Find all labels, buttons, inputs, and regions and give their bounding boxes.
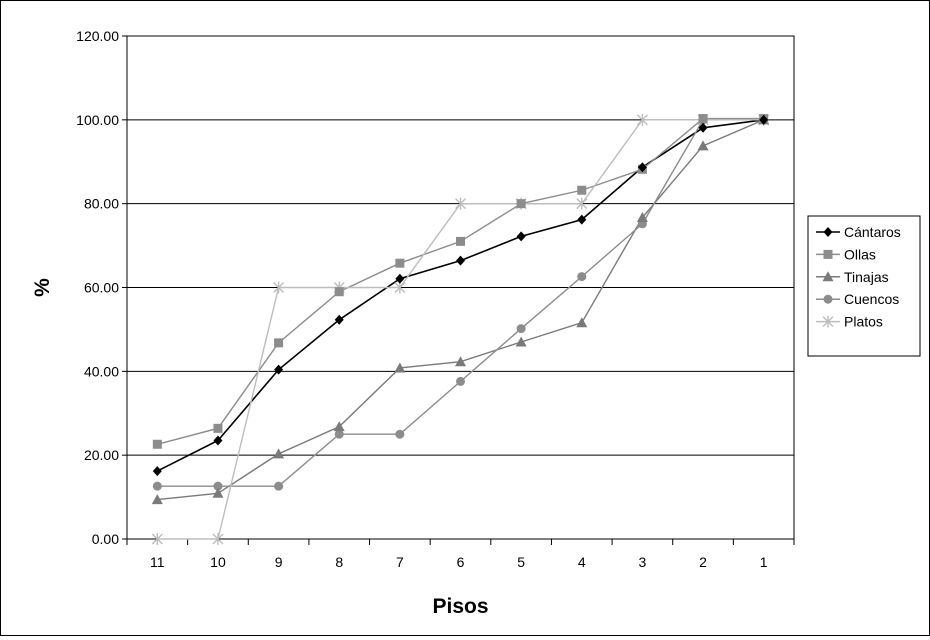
data-point-series-4 [395,429,405,439]
legend-marker [823,294,833,304]
data-point-series-1 [274,364,284,375]
x-tick-label: 10 [210,554,226,570]
legend-label: Ollas [844,246,876,262]
data-point-series-1 [334,314,344,325]
data-point-series-3 [515,336,527,347]
data-point-series-3 [697,140,709,151]
x-tick-label: 6 [457,554,465,570]
legend-marker [823,227,833,237]
data-point-series-5 [576,197,588,210]
data-point-series-1 [577,214,587,225]
data-point-series-2 [395,258,405,268]
legend-marker [822,271,834,282]
x-axis-ticks: 11 10 9 8 7 6 5 4 3 2 1 [126,539,795,570]
x-tick-label: 9 [275,554,283,570]
y-axis-ticks: 0.00 20.00 40.00 60.00 80.00 100.00 120.00 [76,28,127,547]
series-line-3 [157,119,764,501]
y-tick-label: 100.00 [76,112,119,128]
data-point-series-3 [212,487,224,498]
data-point-series-5 [212,533,224,545]
x-tick-label: 2 [699,554,707,570]
y-axis-title: % [31,278,54,297]
data-point-series-1 [456,255,465,266]
data-point-series-1 [213,435,223,446]
data-point-series-2 [577,185,587,195]
legend-label: Tinajas [844,269,889,285]
x-tick-label: 3 [639,554,647,570]
data-point-series-2 [213,423,223,433]
data-point-series-4 [213,481,223,491]
legend-marker [822,315,834,328]
data-point-series-1 [759,114,769,125]
legend: Cántaros Ollas Tinajas Cuencos Platos [807,215,921,357]
legend-label: Cántaros [844,224,901,240]
y-tick-label: 40.00 [84,363,119,379]
x-tick-label: 1 [760,554,768,570]
data-point-series-2 [334,287,344,297]
data-point-series-3 [455,356,466,367]
y-tick-label: 0.00 [92,531,119,547]
data-point-series-1 [637,162,647,173]
data-point-series-4 [274,481,284,491]
x-axis-title: Pisos [432,595,488,618]
data-point-series-2 [152,439,162,449]
data-point-series-3 [636,211,648,222]
data-point-series-1 [152,466,162,477]
series-lines [156,117,764,540]
series-line-2 [157,117,764,445]
x-tick-label: 4 [578,554,586,570]
data-point-series-3 [273,448,285,459]
y-tick-label: 60.00 [84,280,119,296]
data-point-series-5 [273,281,285,294]
data-point-series-2 [698,114,708,124]
data-point-series-2 [274,338,284,348]
data-point-series-4 [456,376,465,386]
data-point-series-3 [333,421,345,432]
data-point-series-2 [516,199,526,209]
data-point-series-1 [516,231,526,242]
data-point-series-1 [395,273,405,284]
gridlines [127,119,794,456]
series-markers [151,113,770,545]
data-point-series-4 [516,324,526,334]
x-tick-label: 7 [396,554,404,570]
data-point-series-4 [334,429,344,439]
series-line-4 [157,119,764,487]
x-tick-label: 5 [517,554,525,570]
y-tick-label: 20.00 [84,447,119,463]
legend-box [807,215,921,357]
data-point-series-4 [577,272,587,282]
data-point-series-5 [636,113,648,126]
x-tick-label: 11 [150,554,165,570]
data-point-series-3 [576,317,588,328]
legend-label: Platos [844,314,883,330]
y-tick-label: 80.00 [84,196,119,212]
x-tick-label: 8 [335,554,343,570]
legend-label: Cuencos [844,291,899,307]
data-point-series-4 [152,481,162,491]
data-point-series-1 [698,122,708,133]
data-point-series-2 [456,236,465,246]
data-point-series-3 [151,494,163,505]
data-point-series-3 [394,362,406,373]
data-point-series-5 [455,197,466,210]
y-tick-label: 120.00 [76,28,119,44]
legend-marker [823,249,833,259]
data-point-series-5 [151,533,163,545]
